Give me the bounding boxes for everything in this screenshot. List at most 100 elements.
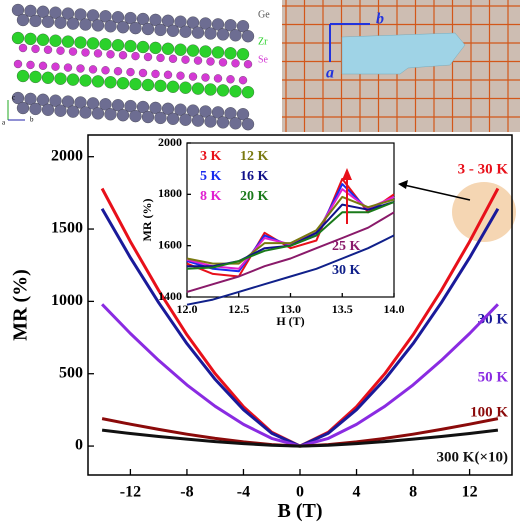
atom <box>91 75 105 88</box>
atom <box>29 102 42 116</box>
x-tick-label: -12 <box>120 483 141 500</box>
series-line <box>186 201 395 270</box>
atom <box>79 106 92 119</box>
atom <box>199 105 212 118</box>
atom <box>24 32 37 46</box>
atom <box>199 17 212 30</box>
atom <box>191 26 205 39</box>
atom <box>104 108 117 121</box>
atom <box>224 19 237 32</box>
x-axis-title: B (T) <box>278 500 323 522</box>
atom <box>88 65 98 74</box>
atom <box>16 69 30 83</box>
atom <box>61 7 75 20</box>
atom <box>154 79 167 93</box>
series-label: 16 K <box>240 169 269 184</box>
x-tick-label: -4 <box>237 483 250 500</box>
atom <box>204 27 217 40</box>
atom <box>211 46 225 59</box>
atom <box>224 47 237 60</box>
atom <box>231 59 240 68</box>
atom <box>54 16 67 29</box>
atom <box>166 80 180 93</box>
atom <box>141 78 155 92</box>
atom <box>91 19 105 32</box>
atom <box>211 18 225 31</box>
atom <box>16 101 30 115</box>
y-tick-label: 1000 <box>51 292 83 309</box>
sample <box>341 32 466 75</box>
atom <box>181 55 190 64</box>
atom <box>111 11 125 24</box>
atom <box>149 41 162 55</box>
atom <box>156 53 165 63</box>
atom <box>136 100 150 114</box>
atom <box>86 9 100 22</box>
atom <box>226 75 235 84</box>
atom-label: Zr <box>258 36 268 47</box>
atom <box>149 13 162 27</box>
series-label: 30 K <box>332 263 361 278</box>
atom <box>93 49 103 58</box>
atom <box>43 45 53 54</box>
atom <box>161 42 175 55</box>
atom <box>13 59 23 69</box>
inset-chart: 12.0 12.5 13.0 13.5 14.0 1400 1600 1800 2000 H (T… <box>140 135 405 328</box>
atom <box>213 74 223 83</box>
y-tick-label: 2000 <box>158 135 182 149</box>
atom <box>124 39 137 53</box>
series-line <box>186 211 395 293</box>
atom <box>11 31 25 45</box>
series-label: 8 K <box>200 189 222 204</box>
atom <box>41 103 55 116</box>
atom <box>136 40 150 54</box>
y-tick-label: 1600 <box>158 237 182 251</box>
atom <box>104 20 117 33</box>
series-line <box>186 234 395 306</box>
atom <box>41 15 55 28</box>
atom <box>26 60 35 70</box>
atom <box>236 20 250 33</box>
atom <box>113 67 123 76</box>
atom <box>111 99 125 112</box>
y-tick-label: 1800 <box>158 186 182 200</box>
atom <box>136 12 150 26</box>
series-line <box>101 428 499 448</box>
atom <box>236 108 250 121</box>
atom <box>216 116 230 129</box>
series-label: 20 K <box>240 189 269 204</box>
atom <box>229 85 242 98</box>
atom <box>86 37 100 50</box>
inset-frame <box>186 142 395 298</box>
atom <box>56 46 65 55</box>
atom <box>129 77 142 91</box>
atom <box>81 48 90 57</box>
atom <box>124 11 137 25</box>
atom <box>66 73 80 86</box>
atom <box>206 57 215 66</box>
y-axis-title: MR (%) <box>140 199 154 242</box>
main-chart: -12 -8 -4 0 4 8 12 0 500 1000 1500 2000 B (T) MR (%) 3… <box>10 147 509 522</box>
x-tick-label: 14.0 <box>384 302 405 316</box>
atom <box>66 105 80 118</box>
pointer-head <box>398 180 408 189</box>
atom <box>241 86 255 99</box>
atom <box>124 99 137 113</box>
series-line <box>186 188 395 270</box>
atom <box>129 21 142 35</box>
atom <box>179 81 192 94</box>
atom <box>36 33 50 46</box>
red-arrow-head <box>342 168 352 180</box>
atom <box>49 94 62 107</box>
y-tick-label: 2000 <box>51 147 83 164</box>
atom <box>116 77 130 90</box>
atom <box>161 14 175 27</box>
x-tick-label: 13.5 <box>332 302 353 316</box>
series-label: 25 K <box>332 239 361 254</box>
atom <box>193 56 203 65</box>
atom <box>29 14 42 28</box>
atom <box>76 64 85 73</box>
atom <box>218 58 228 67</box>
atom <box>211 106 225 119</box>
